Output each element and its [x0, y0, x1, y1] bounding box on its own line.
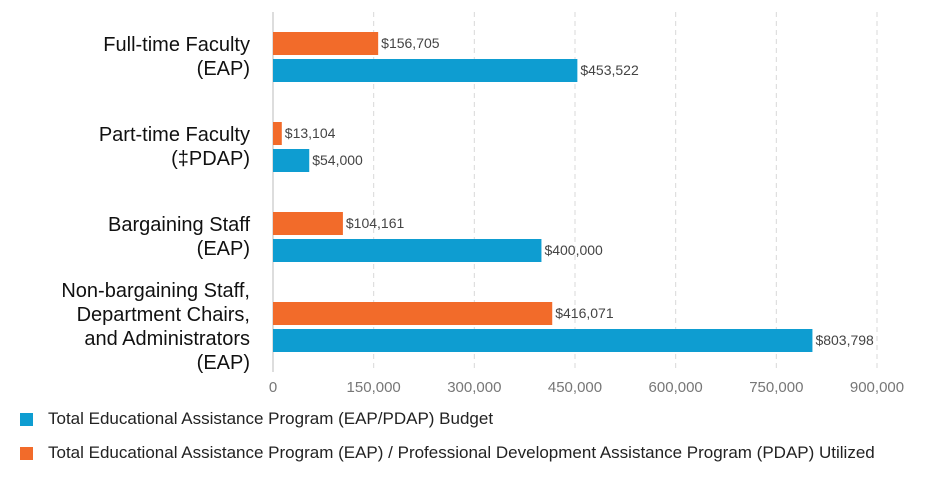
- bar: [273, 239, 542, 262]
- value-label: $54,000: [312, 152, 363, 168]
- legend-label: Total Educational Assistance Program (EA…: [48, 443, 875, 462]
- bar: [273, 32, 379, 55]
- legend-swatch: [20, 413, 33, 426]
- x-tick-label: 150,000: [347, 379, 401, 396]
- value-label: $453,522: [580, 62, 639, 78]
- x-tick-label: 600,000: [649, 379, 703, 396]
- bar: [273, 212, 343, 235]
- x-tick-label: 750,000: [749, 379, 803, 396]
- category-label: Part-time Faculty (‡PDAP): [98, 124, 250, 170]
- legend-label: Total Educational Assistance Program (EA…: [48, 409, 494, 428]
- category-label: Non-bargaining Staff, Department Chairs,…: [61, 280, 250, 374]
- x-tick-label: 300,000: [447, 379, 501, 396]
- bar: [273, 329, 813, 352]
- bar: [273, 122, 282, 145]
- legend-swatch: [20, 447, 33, 460]
- x-tick-label: 900,000: [850, 379, 904, 396]
- bar: [273, 59, 578, 82]
- category-label: Bargaining Staff (EAP): [108, 214, 250, 260]
- value-label: $803,798: [815, 332, 874, 348]
- value-label: $13,104: [285, 125, 336, 141]
- x-tick-label: 450,000: [548, 379, 602, 396]
- value-label: $416,071: [555, 305, 614, 321]
- value-label: $104,161: [346, 215, 405, 231]
- value-label: $400,000: [544, 242, 603, 258]
- bar: [273, 302, 553, 325]
- bar: [273, 149, 310, 172]
- category-label: Full-time Faculty (EAP): [103, 34, 250, 80]
- chart: 0 150,000 300,000 450,000 600,000 750,000 900,…: [269, 12, 904, 396]
- x-tick-label: 0: [269, 379, 277, 396]
- value-label: $156,705: [381, 35, 440, 51]
